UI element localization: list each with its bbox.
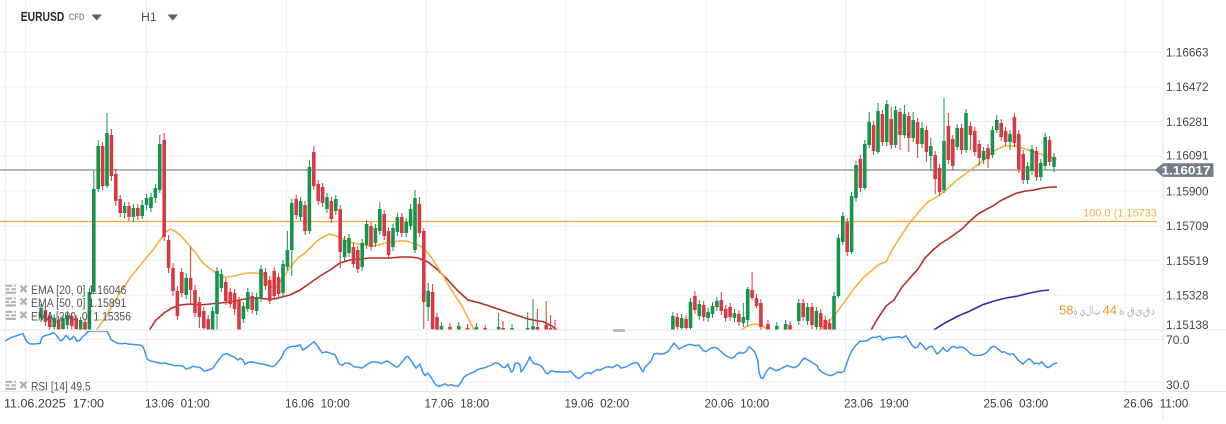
svg-text:16.06 10:00: 16.06 10:00 [285, 397, 350, 410]
svg-text:44: 44 [1103, 303, 1118, 318]
svg-text:1.16663: 1.16663 [1166, 45, 1209, 59]
svg-text:1.16091: 1.16091 [1166, 148, 1209, 162]
svg-text:د‌ق‌ي‌ق ة: د‌ق‌ي‌ق ة [1119, 306, 1155, 318]
svg-text:1.16017: 1.16017 [1162, 163, 1211, 177]
svg-text:19.06 02:00: 19.06 02:00 [565, 397, 630, 410]
svg-text:30.0: 30.0 [1166, 378, 1190, 392]
svg-text:100.0 (1.15733: 100.0 (1.15733 [1083, 208, 1157, 220]
svg-text:CFD: CFD [69, 12, 85, 23]
svg-text:1.15900: 1.15900 [1166, 184, 1209, 198]
svg-text:1.16472: 1.16472 [1166, 80, 1209, 94]
svg-text:58: 58 [1059, 303, 1074, 318]
svg-text:1.15328: 1.15328 [1166, 289, 1209, 303]
svg-text:EMA [50, 0] 1.15891: EMA [50, 0] 1.15891 [31, 296, 127, 310]
svg-text:RSI [14] 49.5: RSI [14] 49.5 [31, 379, 91, 393]
svg-text:1.16281: 1.16281 [1166, 115, 1209, 129]
svg-text:EMA [200, 0] 1.15356: EMA [200, 0] 1.15356 [31, 309, 131, 323]
svg-text:26.06 11:00: 26.06 11:00 [1124, 397, 1189, 410]
svg-text:1.15709: 1.15709 [1166, 219, 1209, 233]
svg-text:11.06.2025 17:00: 11.06.2025 17:00 [4, 397, 105, 410]
svg-text:17.06 18:00: 17.06 18:00 [425, 397, 490, 410]
svg-text:ت‌ا‌ل‌ي ة: ت‌ا‌ل‌ي ة [1074, 305, 1101, 318]
svg-text:1.15138: 1.15138 [1166, 318, 1209, 332]
svg-text:H1: H1 [141, 10, 157, 24]
svg-text:EURUSD: EURUSD [21, 9, 65, 24]
svg-text:25.06 03:00: 25.06 03:00 [984, 397, 1049, 410]
svg-text:13.06 01:00: 13.06 01:00 [145, 397, 210, 410]
svg-text:20.06 10:00: 20.06 10:00 [705, 397, 770, 410]
svg-text:70.0: 70.0 [1166, 333, 1190, 347]
svg-text:1.15519: 1.15519 [1166, 254, 1209, 268]
svg-text:23.06 19:00: 23.06 19:00 [844, 397, 909, 410]
svg-text:EMA [20, 0] 1.16046: EMA [20, 0] 1.16046 [31, 283, 127, 297]
